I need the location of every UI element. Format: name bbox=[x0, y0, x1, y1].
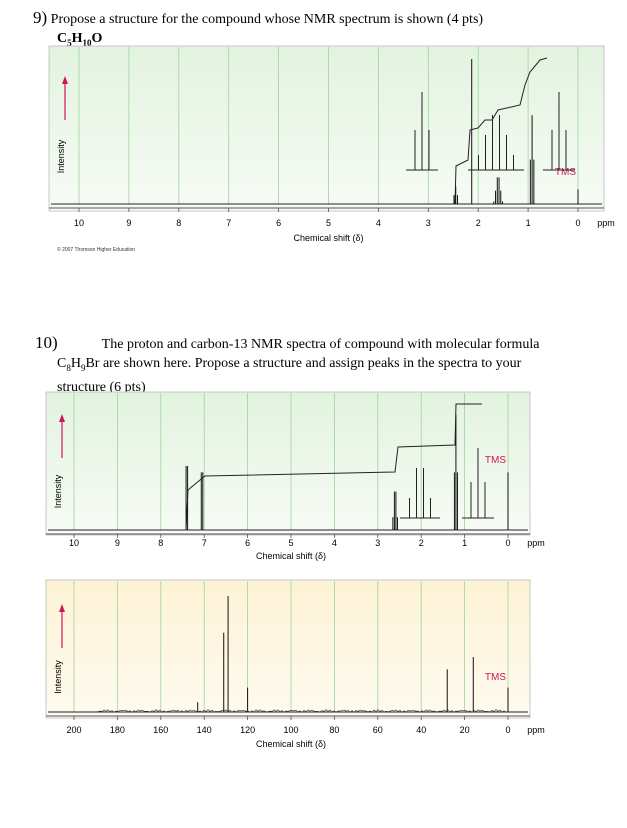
tick-label: 2 bbox=[476, 218, 481, 228]
question-10-number: 10) bbox=[35, 333, 58, 352]
x-axis-label: Chemical shift (δ) bbox=[256, 739, 326, 749]
tick-label: 60 bbox=[373, 725, 383, 735]
unit-label: ppm bbox=[527, 725, 545, 735]
tick-label: 140 bbox=[197, 725, 212, 735]
tick-label: 200 bbox=[66, 725, 81, 735]
tick-label: 10 bbox=[69, 538, 79, 548]
spectrum-frame-1 bbox=[45, 391, 531, 536]
tms-label: TMS bbox=[485, 672, 506, 683]
question-9-text: Propose a structure for the compound who… bbox=[47, 12, 484, 27]
integration-curve bbox=[185, 403, 482, 531]
x-axis-label: Chemical shift (δ) bbox=[256, 551, 326, 561]
tms-label: TMS bbox=[555, 167, 576, 178]
y-axis-label: Intensity bbox=[53, 474, 63, 508]
tick-label: 2 bbox=[419, 538, 424, 548]
question-10-prompt: 10) The proton and carbon-13 NMR spectra … bbox=[35, 333, 575, 397]
tick-label: 7 bbox=[202, 538, 207, 548]
question-10-line3: structure (6 pts) bbox=[57, 379, 146, 395]
tick-label: 0 bbox=[575, 218, 580, 228]
formula-h: H bbox=[71, 31, 83, 46]
tick-label: 3 bbox=[426, 218, 431, 228]
formula-h-count: 10 bbox=[82, 37, 92, 48]
tick-label: 80 bbox=[329, 725, 339, 735]
tick-label: 160 bbox=[153, 725, 168, 735]
tick-label: 6 bbox=[276, 218, 281, 228]
tick-label: 1 bbox=[526, 218, 531, 228]
tick-label: 5 bbox=[326, 218, 331, 228]
tick-label: 7 bbox=[226, 218, 231, 228]
integration-curve bbox=[454, 57, 548, 205]
tick-label: 20 bbox=[460, 725, 470, 735]
copyright-notice: © 2007 Thomson Higher Education bbox=[57, 247, 136, 253]
tick-label: 180 bbox=[110, 725, 125, 735]
tick-label: 100 bbox=[283, 725, 298, 735]
tick-label: 0 bbox=[505, 538, 510, 548]
molecular-formula-q9: C5H10O bbox=[57, 31, 102, 48]
carbon-baseline-noise bbox=[95, 709, 507, 713]
x-axis-label: Chemical shift (δ) bbox=[293, 233, 363, 243]
tick-label: 10 bbox=[74, 218, 84, 228]
tick-label: 3 bbox=[375, 538, 380, 548]
intensity-arrow-head bbox=[59, 604, 65, 612]
spectrum-frame-0 bbox=[48, 45, 605, 212]
tick-label: 5 bbox=[288, 538, 293, 548]
y-axis-label: Intensity bbox=[56, 139, 66, 173]
tick-label: 120 bbox=[240, 725, 255, 735]
tick-label: 8 bbox=[158, 538, 163, 548]
unit-label: ppm bbox=[527, 538, 545, 548]
question-10-line2: C8H9Br are shown here. Propose a structu… bbox=[57, 356, 522, 373]
tick-label: 4 bbox=[332, 538, 337, 548]
unit-label: ppm bbox=[597, 218, 615, 228]
question-10-line1: The proton and carbon-13 NMR spectra of … bbox=[101, 337, 540, 352]
tick-label: 9 bbox=[126, 218, 131, 228]
tick-label: 8 bbox=[176, 218, 181, 228]
tick-label: 1 bbox=[462, 538, 467, 548]
tick-label: 9 bbox=[115, 538, 120, 548]
formula-c: C bbox=[57, 31, 68, 46]
spectrum-frame-2 bbox=[45, 579, 531, 719]
tick-label: 6 bbox=[245, 538, 250, 548]
tms-label: TMS bbox=[485, 455, 506, 466]
y-axis-label: Intensity bbox=[53, 660, 63, 694]
formula-c-count: 5 bbox=[67, 37, 72, 48]
question-9-number: 9) bbox=[33, 8, 48, 27]
intensity-arrow-head bbox=[62, 76, 68, 84]
formula-o: O bbox=[91, 31, 103, 46]
tick-label: 40 bbox=[416, 725, 426, 735]
question-9-prompt: 9) Propose a structure for the compound … bbox=[33, 8, 483, 28]
tick-label: 0 bbox=[505, 725, 510, 735]
intensity-arrow-head bbox=[59, 414, 65, 422]
tick-label: 4 bbox=[376, 218, 381, 228]
